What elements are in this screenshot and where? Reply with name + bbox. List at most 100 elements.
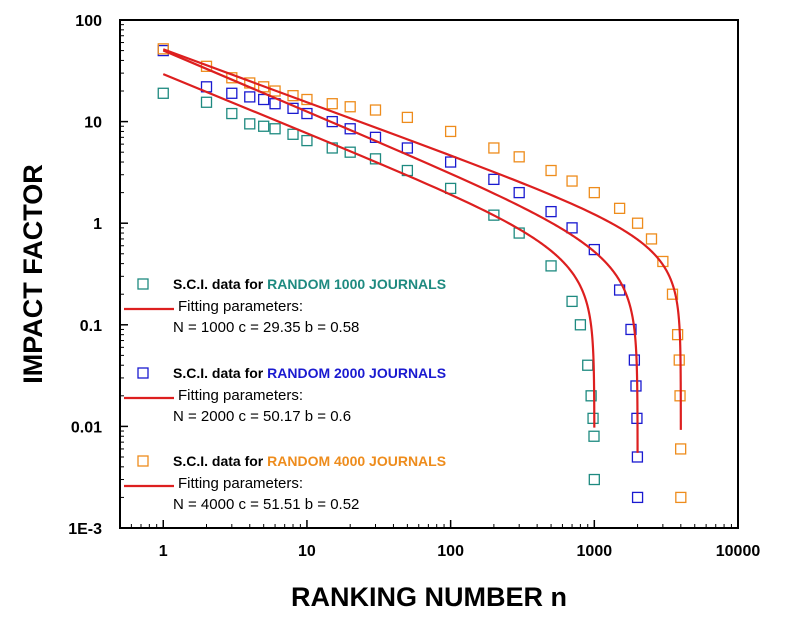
data-point: [588, 243, 600, 256]
data-point: [673, 354, 685, 366]
data-point: [401, 142, 414, 154]
y-axis-title: IMPACT FACTOR: [18, 164, 48, 384]
data-point: [588, 473, 600, 486]
data-point: [301, 134, 313, 147]
x-tick-label: 1000: [577, 543, 613, 560]
legend-label-prefix: S.C.I. data for: [173, 276, 267, 292]
data-point: [587, 412, 599, 425]
data-point: [513, 151, 525, 163]
data-point: [625, 323, 637, 336]
data-point: [585, 390, 597, 402]
data-point: [258, 81, 270, 93]
legend-label-highlight: RANDOM 4000 JOURNALS: [267, 453, 446, 469]
legend-label: S.C.I. data for RANDOM 1000 JOURNALS: [173, 276, 446, 292]
legend-label: S.C.I. data for RANDOM 2000 JOURNALS: [173, 365, 446, 381]
data-point: [344, 101, 356, 113]
data-point: [574, 319, 587, 331]
legend-marker: [137, 367, 149, 379]
data-point: [244, 91, 256, 103]
data-point: [287, 128, 299, 140]
data-point: [631, 451, 644, 463]
x-axis-title: RANKING NUMBER n: [291, 582, 567, 612]
legend-fit-title: Fitting parameters:: [178, 387, 303, 404]
data-point: [258, 120, 270, 132]
x-tick-label: 100: [437, 543, 464, 560]
data-point: [645, 233, 658, 245]
data-point: [566, 175, 578, 187]
data-point: [675, 491, 687, 504]
y-tick-label: 10: [84, 115, 102, 132]
legend-fit-title: Fitting parameters:: [178, 298, 303, 315]
legend-marker: [137, 278, 149, 290]
legend-fit-params: N = 4000 c = 51.51 b = 0.52: [173, 496, 359, 513]
data-point: [200, 96, 213, 108]
data-point: [226, 107, 238, 120]
legend-marker: [137, 455, 149, 467]
legend-label-highlight: RANDOM 1000 JOURNALS: [267, 276, 446, 292]
y-tick-label: 100: [75, 13, 102, 30]
legend: S.C.I. data for RANDOM 1000 JOURNALS Fitt…: [124, 276, 446, 513]
data-point: [513, 186, 525, 199]
legend-fit-params: N = 2000 c = 50.17 b = 0.6: [173, 408, 351, 425]
data-point: [488, 209, 500, 221]
plot-frame: [119, 19, 739, 529]
data-point: [631, 491, 644, 504]
data-point: [326, 98, 338, 110]
y-tick-label: 1E-3: [68, 521, 102, 538]
fit-curve-1: [162, 73, 596, 428]
x-tick-label: 10000: [716, 543, 761, 560]
y-tick-label: 0.01: [71, 419, 102, 436]
data-point: [488, 142, 500, 154]
legend-entry-3: S.C.I. data for RANDOM 4000 JOURNALS Fitt…: [124, 453, 446, 513]
x-tick-label: 10: [298, 543, 316, 560]
y-tick-label: 1: [93, 216, 102, 233]
data-point: [369, 131, 382, 143]
data-point: [631, 217, 644, 229]
data-point: [258, 93, 270, 106]
data-point: [566, 222, 578, 234]
data-point: [666, 288, 679, 300]
legend-label-highlight: RANDOM 2000 JOURNALS: [267, 365, 446, 381]
data-point: [628, 354, 641, 366]
data-point: [444, 156, 457, 168]
legend-entry-2: S.C.I. data for RANDOM 2000 JOURNALS Fitt…: [124, 365, 446, 425]
data-point: [588, 430, 600, 442]
data-point: [157, 43, 169, 55]
data-point: [269, 85, 281, 97]
legend-fit-title: Fitting parameters:: [178, 475, 303, 492]
data-point: [545, 205, 557, 218]
fit-layer: [162, 48, 682, 453]
fit-curve-2: [162, 49, 639, 453]
data-point: [488, 173, 500, 186]
y-tick-label: 0.1: [80, 318, 102, 335]
y-axis: 1E-3 0.01 0.1 1 10 100: [68, 13, 128, 538]
data-layer: [157, 43, 687, 504]
data-point: [369, 104, 382, 116]
legend-label: S.C.I. data for RANDOM 4000 JOURNALS: [173, 453, 446, 469]
fit-curve-3: [162, 48, 682, 430]
series-2: [157, 44, 644, 504]
data-point: [630, 380, 642, 392]
series-3: [157, 43, 687, 504]
data-point: [582, 359, 594, 371]
legend-fit-params: N = 1000 c = 29.35 b = 0.58: [173, 319, 359, 336]
data-point: [157, 87, 169, 99]
data-point: [226, 87, 238, 99]
legend-entry-1: S.C.I. data for RANDOM 1000 JOURNALS Fitt…: [124, 276, 446, 336]
data-point: [613, 202, 626, 215]
data-point: [401, 111, 414, 124]
data-point: [566, 295, 578, 308]
legend-label-prefix: S.C.I. data for: [173, 365, 267, 381]
data-point: [675, 443, 687, 455]
data-point: [588, 186, 600, 199]
data-point: [545, 260, 557, 272]
x-axis: 1 10 100 1000 10000: [119, 520, 761, 560]
legend-label-prefix: S.C.I. data for: [173, 453, 267, 469]
data-point: [671, 328, 684, 341]
data-point: [444, 125, 457, 138]
data-point: [326, 115, 338, 128]
data-point: [269, 123, 281, 135]
data-point: [244, 118, 256, 130]
data-point: [545, 164, 557, 177]
